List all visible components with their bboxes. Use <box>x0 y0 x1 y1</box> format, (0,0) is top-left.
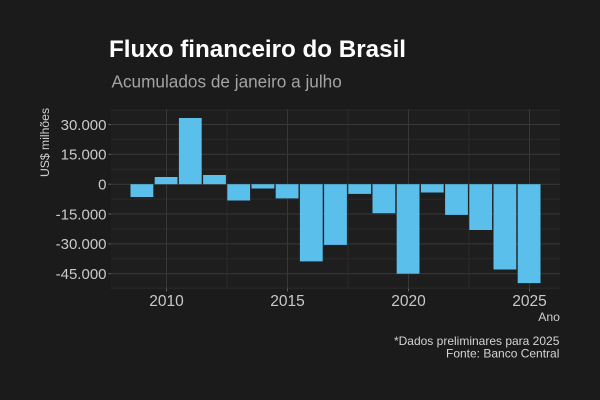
svg-text:Fonte: Banco Central: Fonte: Banco Central <box>446 346 559 360</box>
svg-text:-30.000: -30.000 <box>56 236 107 253</box>
svg-text:-45.000: -45.000 <box>56 266 107 283</box>
svg-text:2020: 2020 <box>391 293 426 310</box>
svg-text:-15.000: -15.000 <box>56 206 107 223</box>
svg-text:2015: 2015 <box>270 293 304 310</box>
svg-text:Acumulados de janeiro a julho: Acumulados de janeiro a julho <box>112 72 342 92</box>
svg-text:Ano: Ano <box>538 310 560 324</box>
svg-text:30.000: 30.000 <box>61 117 107 134</box>
svg-text:2010: 2010 <box>149 293 184 310</box>
svg-text:Fluxo financeiro do Brasil: Fluxo financeiro do Brasil <box>109 36 406 63</box>
svg-text:0: 0 <box>98 177 106 194</box>
svg-text:15.000: 15.000 <box>61 147 107 164</box>
svg-text:2025: 2025 <box>512 293 546 310</box>
svg-text:*Dados preliminares para 2025: *Dados preliminares para 2025 <box>394 334 560 348</box>
svg-text:US$ milhões: US$ milhões <box>38 108 52 177</box>
